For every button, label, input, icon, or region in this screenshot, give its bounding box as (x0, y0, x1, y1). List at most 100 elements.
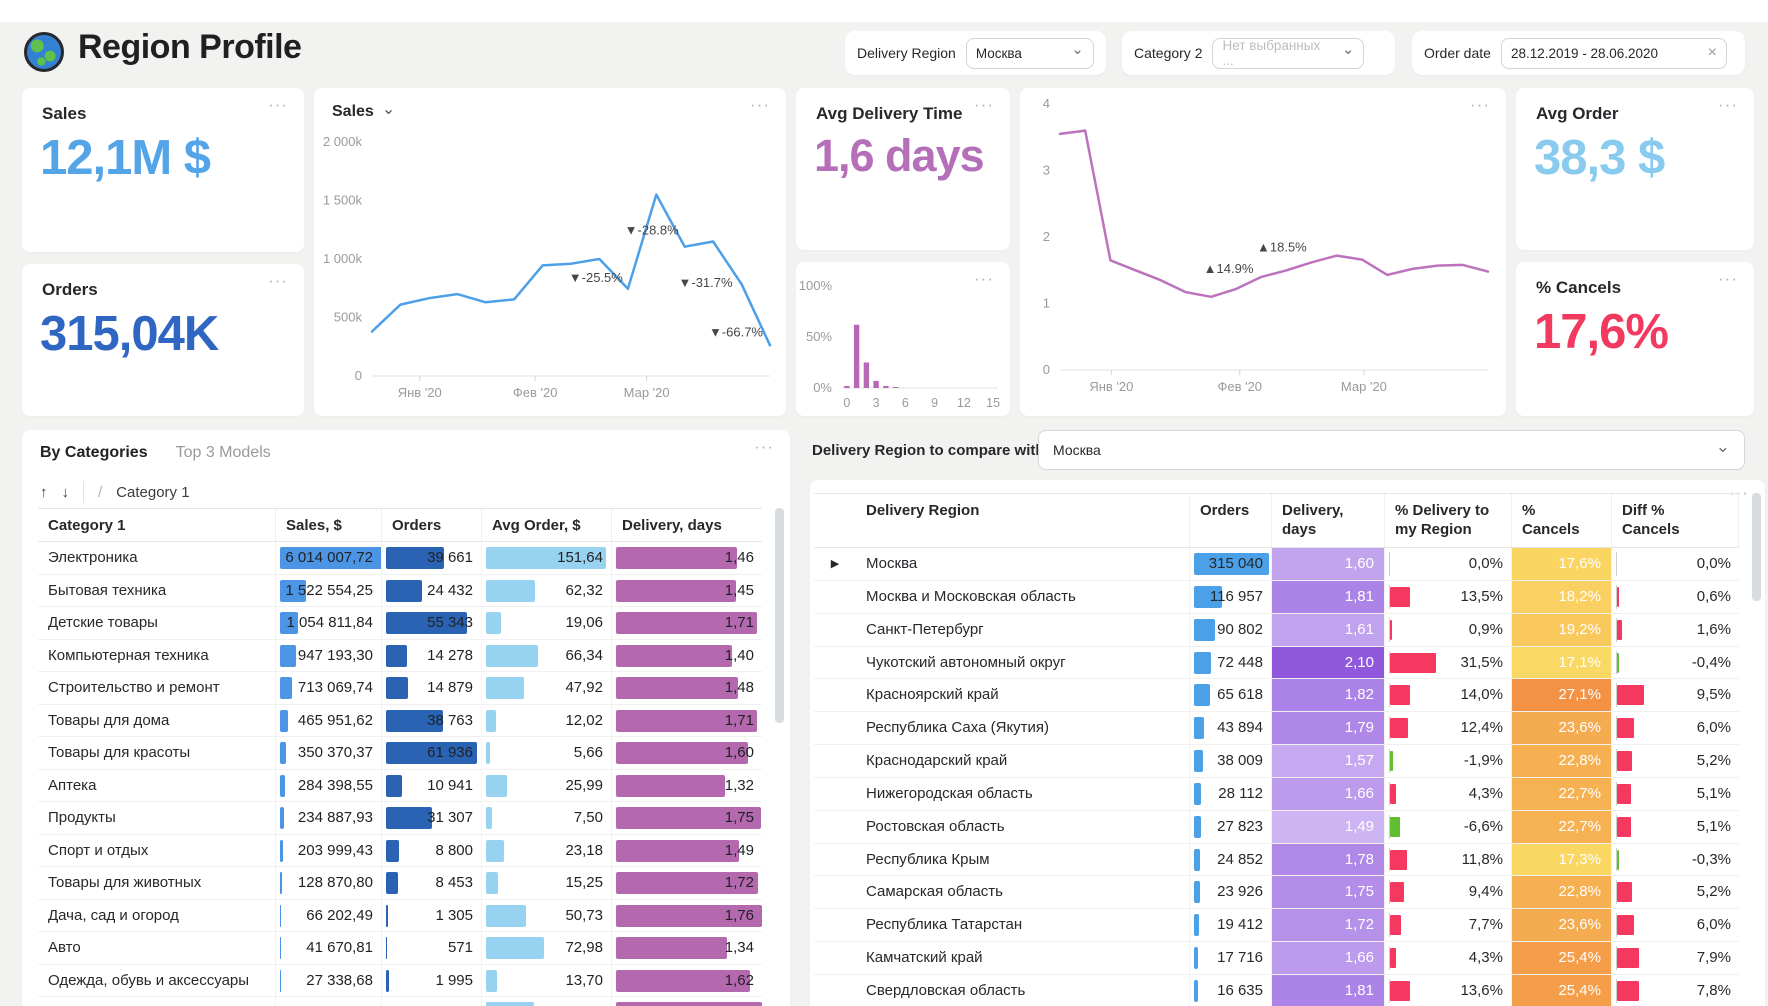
table-row[interactable]: Продукты 234 887,93 31 307 7,50 1,75 (38, 802, 762, 835)
expand-arrow-icon[interactable]: ▶ (830, 558, 840, 570)
cell-value: 350 370,37 (297, 744, 373, 761)
arrow-up-icon[interactable]: ↑ (40, 483, 48, 501)
column-header[interactable]: Orders (1190, 494, 1272, 547)
cell-value: 1,49 (724, 841, 754, 859)
orders-bar (1194, 618, 1216, 641)
table-row[interactable]: Красноярский край 65 618 1,82 14,0% 27,1% 9,5… (814, 679, 1739, 713)
avg-order-kpi-value: 38,3 $ (1534, 131, 1665, 185)
table-row[interactable]: Спорт и отдых 203 999,43 8 800 23,18 1,49 (38, 834, 762, 867)
table-row[interactable]: Товары для дома 465 951,62 38 763 12,02 1,71 (38, 704, 762, 737)
column-header[interactable]: Delivery, days (1272, 494, 1385, 547)
compare-region-select[interactable]: Москва ⌄ (1038, 430, 1745, 470)
cell-value: 1 054 811,84 (286, 614, 373, 631)
dots-menu-icon[interactable]: ··· (974, 95, 994, 114)
column-header[interactable] (814, 494, 856, 547)
column-header[interactable]: Avg Order, $ (482, 509, 612, 542)
column-header[interactable]: Orders (382, 509, 482, 542)
orders-bar (1194, 782, 1201, 805)
column-header[interactable]: % Cancels (1512, 494, 1612, 547)
dots-menu-icon[interactable]: ··· (1729, 483, 1749, 502)
table-row[interactable]: Краснодарский край 38 009 1,57 -1,9% 22,8% 5,… (814, 745, 1739, 778)
categories-table-header: Category 1 Sales, $ Orders Avg Order, $ Deli… (38, 508, 762, 542)
delivery-region-select[interactable]: Москва ⌄ (965, 37, 1094, 69)
column-header[interactable]: Delivery Region (856, 494, 1190, 547)
svg-text:0%: 0% (813, 380, 832, 395)
sales-line-chart: 0 500k 1 000k 1 500k 2 000k Янв '20 Фев '20 Мар… (323, 134, 772, 400)
arrow-down-icon[interactable]: ↓ (61, 483, 70, 501)
table-row[interactable]: Республика Татарстан 19 412 1,72 7,7% 23,6% 6… (814, 909, 1739, 943)
dots-menu-icon[interactable]: ··· (750, 95, 770, 114)
column-header[interactable]: % Delivery to my Region (1385, 494, 1512, 547)
dots-menu-icon[interactable]: ··· (268, 271, 288, 290)
orders-bar (1194, 881, 1200, 904)
scrollbar-thumb[interactable] (1752, 493, 1761, 601)
table-row[interactable]: Камчатский край 17 716 1,66 4,3% 25,4% 7,9% (814, 942, 1739, 975)
close-icon[interactable]: × (1707, 44, 1717, 61)
dots-menu-icon[interactable]: ··· (268, 95, 288, 114)
value-bar (386, 709, 443, 732)
table-row[interactable]: Строительство и ремонт 713 069,74 14 879 47… (38, 672, 762, 705)
category2-select[interactable]: Нет выбранных ... ⌄ (1212, 37, 1365, 69)
table-row[interactable]: Одежда, обувь и аксессуары 27 338,68 1 995… (38, 964, 762, 997)
table-row[interactable]: Москва и Московская область 116 957 1,81 13… (814, 580, 1739, 614)
table-row[interactable]: Детские товары 1 054 811,84 55 343 19,06 1,7… (38, 607, 762, 640)
sales-chart-card: Sales ⌄ ··· 0 500k 1 000k 1 500k 2 000k Янв '… (314, 88, 786, 416)
table-row[interactable]: Компьютерная техника 947 193,30 14 278 66,3… (38, 639, 762, 672)
table-row[interactable]: Республика Саха (Якутия) 43 894 1,79 12,4% 2… (814, 712, 1739, 746)
slash-icon: / (98, 483, 103, 501)
cell-value: 14,0% (1460, 686, 1503, 704)
table-row[interactable]: Электроника 6 014 007,72 39 661 151,64 1,46 (38, 542, 762, 575)
cell-value: 22,8% (1558, 883, 1601, 901)
svg-text:▼-28.8%: ▼-28.8% (625, 223, 679, 238)
dots-menu-icon[interactable]: ··· (754, 437, 774, 456)
dots-menu-icon[interactable]: ··· (1718, 95, 1738, 114)
table-row[interactable]: Нижегородская область 28 112 1,66 4,3% 22,7%… (814, 777, 1739, 811)
column-header[interactable]: Delivery, days (622, 517, 722, 534)
breadcrumb[interactable]: Category 1 (116, 483, 190, 501)
category-name: Одежда, обувь и аксессуары (38, 964, 276, 996)
table-row[interactable]: Товары для красоты 350 370,37 61 936 5,66 1,… (38, 737, 762, 770)
table-row[interactable]: Санкт-Петербург 90 802 1,61 0,9% 19,2% 1,6% (814, 613, 1739, 647)
table-row[interactable]: Свердловская область 16 635 1,81 13,6% 25,4%… (814, 974, 1739, 1006)
svg-text:Янв '20: Янв '20 (398, 385, 442, 400)
cell-value: 7,50 (573, 809, 603, 826)
table-row[interactable]: Дача, сад и огород 66 202,49 1 305 50,73 1,7… (38, 899, 762, 932)
value-bar (280, 839, 284, 862)
tab-by-categories[interactable]: By Categories (40, 444, 148, 461)
column-header[interactable]: Sales, $ (276, 509, 382, 542)
scrollbar-thumb[interactable] (775, 508, 784, 723)
table-row[interactable]: ▶ Москва 315 040 1,60 0,0% 17,6% 0,0% (814, 548, 1739, 581)
category-name: Продукты (38, 802, 276, 834)
cell-value: 1,60 (1344, 555, 1374, 572)
category-name: Дача, сад и огород (38, 899, 276, 931)
table-row[interactable]: Бытовая техника 1 522 554,25 24 432 62,32 1,… (38, 574, 762, 607)
cell-value: 4,3% (1468, 784, 1503, 802)
table-row-partial[interactable] (38, 997, 762, 1006)
region-name: Ростовская область (856, 810, 1190, 843)
dots-menu-icon[interactable]: ··· (974, 269, 994, 288)
table-row[interactable]: Товары для животных 128 870,80 8 453 15,25 1… (38, 867, 762, 900)
table-row[interactable]: Аптека 284 398,55 10 941 25,99 1,32 (38, 769, 762, 802)
value-bar (280, 612, 298, 634)
sales-chart-metric-select[interactable]: Sales ⌄ (332, 101, 395, 122)
delivery-days-cell: 1,66 (1272, 942, 1385, 974)
table-row[interactable]: Ростовская область 27 823 1,49 -6,6% 22,7% 5,… (814, 810, 1739, 844)
cell-value: 10 941 (427, 776, 473, 794)
tab-top-3-models[interactable]: Top 3 Models (175, 444, 271, 461)
cancels-cell: 22,8% (1512, 876, 1612, 909)
diff-cancels-bar (1617, 783, 1632, 804)
table-row[interactable]: Чукотский автономный округ 72 448 2,10 31,5… (814, 646, 1739, 680)
value-bar (486, 547, 606, 569)
column-header[interactable]: Diff % Cancels (1612, 494, 1739, 547)
cell-value: 1,48 (724, 679, 754, 696)
order-date-input[interactable]: 28.12.2019 - 28.06.2020 × (1500, 37, 1727, 69)
region-name: Москва и Московская область (856, 580, 1190, 613)
table-row[interactable]: Самарская область 23 926 1,75 9,4% 22,8% 5,2% (814, 876, 1739, 910)
table-row[interactable]: Авто 41 670,81 571 72,98 1,34 (38, 932, 762, 965)
cell-value: 66 202,49 (306, 906, 373, 924)
dots-menu-icon[interactable]: ··· (1718, 269, 1738, 288)
dots-menu-icon[interactable]: ··· (1470, 95, 1490, 114)
column-header[interactable]: Category 1 (38, 509, 276, 542)
table-row[interactable]: Республика Крым 24 852 1,78 11,8% 17,3% -0,3% (814, 843, 1739, 877)
orders-bar (1194, 979, 1198, 1002)
